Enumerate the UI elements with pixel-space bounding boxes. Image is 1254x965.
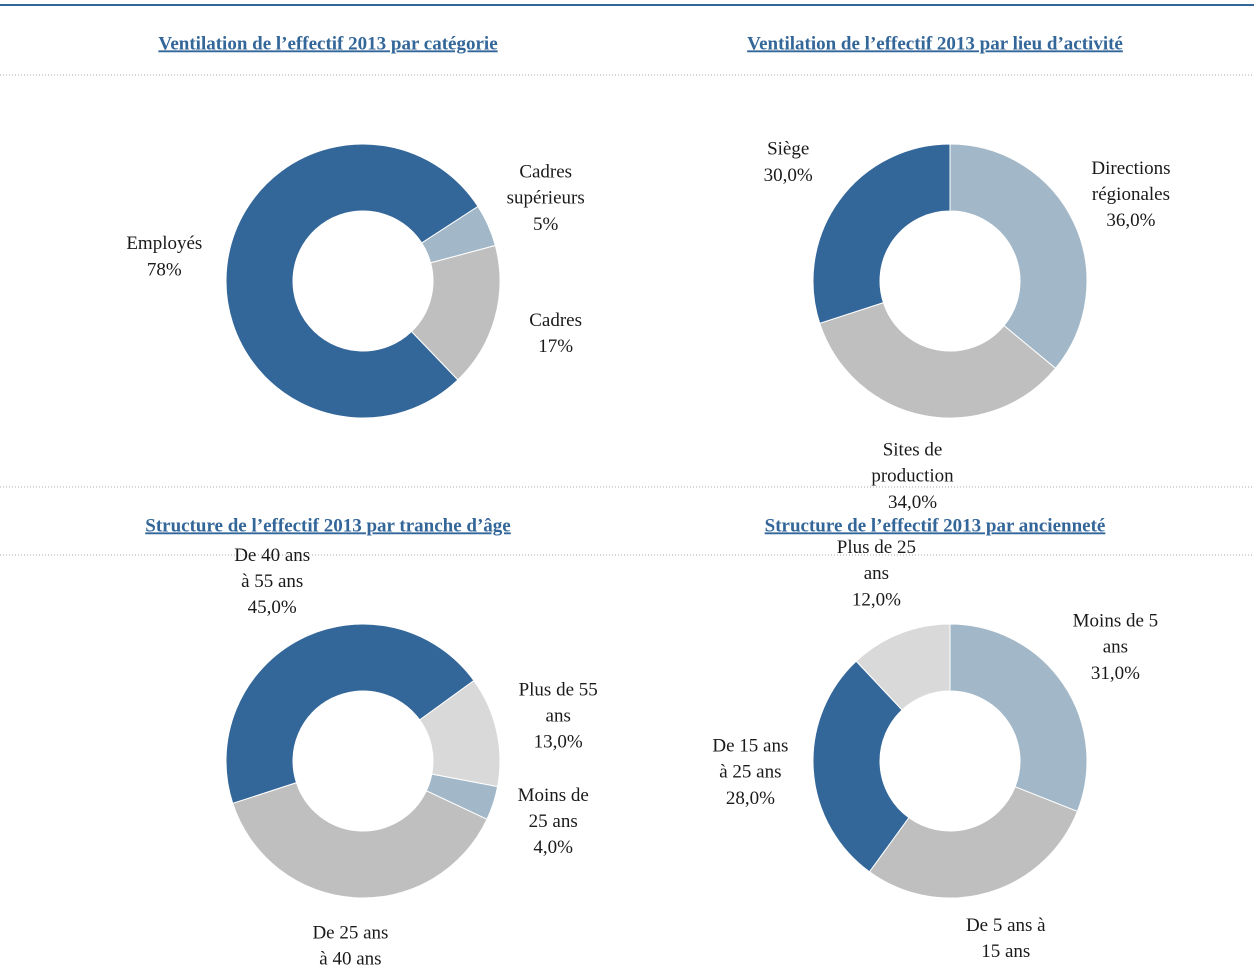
donut-slice [819,302,1057,419]
slice-value-label: 36,0% [1106,210,1155,231]
donut-slice [225,143,479,419]
chart-title: Ventilation de l’effectif 2013 par catég… [158,33,497,54]
donut-slice [855,623,951,711]
donut-slice [225,623,475,804]
slice-label: Siège [767,139,809,160]
slice-label: Cadres [529,310,582,331]
slice-value-label: 5% [533,214,559,235]
slice-value-label: 17% [538,336,573,357]
slice-label: Plus de 55 ans [519,680,598,727]
chart-title: Structure de l’effectif 2013 par ancienn… [765,515,1106,536]
slice-value-label: 4,0% [533,837,573,858]
slice-value-label: 13,0% [534,732,583,753]
slice-label: Employés [126,233,202,254]
donut-slice [410,244,501,381]
slice-label: De 15 ans à 25 ans [712,736,788,783]
donut-slice [868,786,1079,899]
donut-slice [812,660,910,873]
donut-slice [812,143,951,324]
chart-title: Structure de l’effectif 2013 par tranche… [145,515,510,536]
slice-value-label: 34,0% [888,492,937,513]
slice-label: Moins de 5 ans [1073,611,1159,658]
donut-slice [232,782,488,899]
slice-value-label: 31,0% [1091,663,1140,684]
chart-title: Ventilation de l’effectif 2013 par lieu … [747,33,1123,54]
slice-label: Cadres supérieurs [507,162,585,209]
slice-label: De 5 ans à 15 ans [966,915,1046,962]
slice-label: De 25 ans à 40 ans [312,923,388,965]
slice-label: Directions régionales [1091,158,1170,205]
slice-label: Sites de production [871,440,954,487]
donut-slice [949,623,1088,813]
slice-value-label: 45,0% [248,597,297,618]
slice-label: De 40 ans à 55 ans [234,545,310,592]
slice-value-label: 28,0% [726,788,775,809]
donut-slice [949,143,1088,370]
slice-label: Plus de 25 ans [837,537,916,584]
slice-label: Moins de 25 ans [518,785,589,832]
slice-value-label: 30,0% [764,165,813,186]
slice-value-label: 78% [147,259,182,280]
slice-value-label: 12,0% [852,589,901,610]
